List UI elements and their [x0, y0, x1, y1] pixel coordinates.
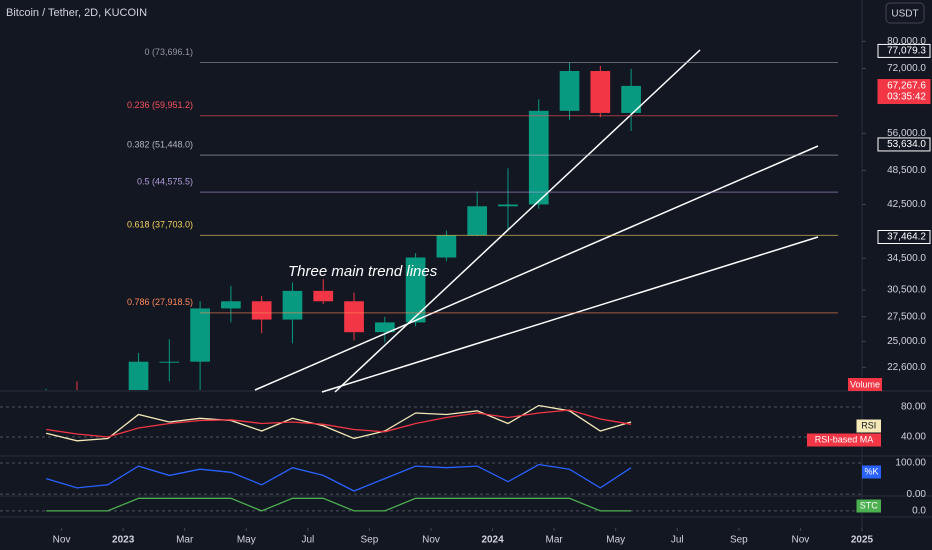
legend-label: RSI [861, 420, 876, 430]
indicator-line [46, 404, 632, 442]
fib-label: 0.5 (44,575.5) [137, 177, 193, 187]
y-tick-label: 40.00 [901, 432, 926, 443]
y-tick-label: 100.00 [895, 458, 926, 469]
y-tick-label: 80.00 [901, 402, 926, 413]
candle-body [282, 290, 303, 320]
y-tick-label: 25,000.0 [887, 336, 926, 347]
annotation: Three main trend lines [288, 263, 438, 280]
y-tick-label: 0.0 [912, 506, 926, 517]
price-tag [877, 137, 931, 152]
candle-body [405, 257, 426, 323]
x-tick-label: Sep [361, 535, 379, 546]
fib-label: 0 (73,696.1) [144, 47, 193, 57]
y-tick-label: 48,500.0 [887, 165, 926, 176]
y-tick-label: 0.00 [907, 489, 927, 500]
volume-tag [848, 378, 882, 391]
legend-tag [856, 499, 881, 513]
candle-body [128, 361, 149, 390]
y-tick-label: 72,000.0 [887, 63, 926, 74]
x-tick-label: 2023 [112, 535, 135, 546]
x-tick-label: Jul [671, 535, 684, 546]
trend-lines [254, 49, 819, 393]
x-tick-label: 2024 [481, 535, 504, 546]
x-tick-label: Mar [546, 535, 564, 546]
fib-label: 0.382 (51,448.0) [127, 140, 193, 150]
y-tick-label: 27,500.0 [887, 311, 926, 322]
y-tick-label: 56,000.0 [887, 128, 926, 139]
candle-body [344, 301, 364, 333]
candle-body [313, 290, 334, 302]
candle-body [251, 301, 272, 320]
x-tick-label: Nov [53, 535, 71, 546]
y-tick-label: 80,000.0 [887, 36, 926, 47]
candle-body [221, 301, 241, 309]
x-tick-label: May [237, 535, 256, 546]
countdown: 03:35:42 [887, 92, 926, 103]
indicator-line [46, 463, 632, 492]
currency-label[interactable]: USDT [891, 9, 918, 20]
y-tick-label: 34,500.0 [887, 253, 926, 264]
x-tick-label: Sep [730, 535, 748, 546]
price-tag [877, 43, 931, 58]
candle-body [621, 85, 641, 113]
x-tick-label: Nov [422, 535, 440, 546]
x-tick-label: 2025 [851, 535, 874, 546]
y-tick-label: 42,500.0 [887, 199, 926, 210]
legend-label: %K [864, 466, 878, 476]
candle-body [436, 235, 457, 258]
candle-body [190, 308, 210, 362]
y-tick-label: 22,600.0 [887, 362, 926, 373]
candle-body [374, 322, 395, 333]
price-tag-label: 77,079.3 [887, 46, 926, 57]
symbol-title: Bitcoin / Tether, 2D, KUCOIN [6, 7, 147, 19]
legend-tag [862, 465, 881, 479]
candle-body [467, 206, 488, 236]
price-tag-label: 53,634.0 [887, 139, 926, 150]
trend-line [334, 49, 701, 393]
legend-tag [856, 419, 881, 433]
price-tag [877, 229, 931, 244]
currency-button[interactable] [885, 2, 925, 24]
x-tick-label: Mar [176, 535, 194, 546]
fib-label: 0.618 (37,703.0) [127, 220, 193, 230]
candle-body [159, 361, 180, 363]
x-tick-label: Jul [301, 535, 314, 546]
candle-body [528, 110, 549, 205]
trend-line [254, 145, 819, 391]
price-tag [877, 79, 931, 105]
candle-body [590, 71, 611, 113]
trend-line [321, 236, 819, 393]
candle-body [559, 71, 580, 111]
x-tick-label: Nov [792, 535, 810, 546]
volume-label: Volume [850, 379, 880, 389]
price-tag-label: 37,464.2 [887, 232, 926, 243]
indicator-line [46, 409, 632, 438]
price-pane [45, 62, 641, 390]
price-tag-label: 67,267.6 [887, 81, 926, 92]
fib-label: 0.236 (59,951.2) [127, 100, 193, 110]
fib-label: 0.786 (27,918.5) [127, 297, 193, 307]
legend-label: RSI-based MA [815, 434, 874, 444]
y-tick-label: 30,500.0 [887, 285, 926, 296]
candle-body [498, 204, 518, 207]
x-tick-label: May [606, 535, 625, 546]
indicator-line [46, 497, 632, 512]
legend-label: STC [860, 500, 879, 510]
legend-tag [807, 433, 881, 447]
